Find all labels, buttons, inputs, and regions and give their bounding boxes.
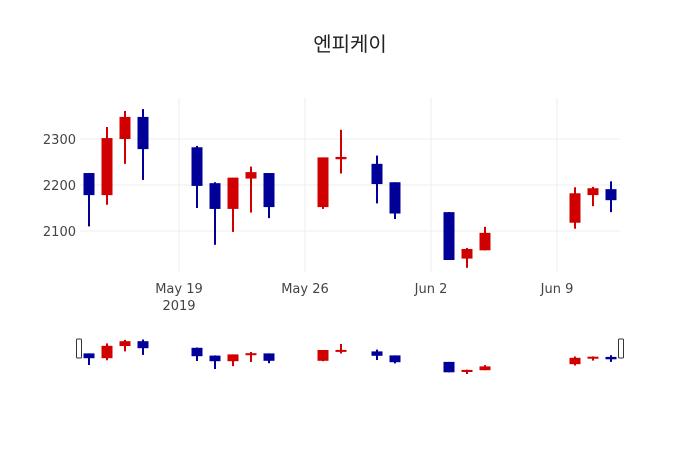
slider-candle[interactable] bbox=[479, 365, 491, 371]
x-tick-label: May 26 bbox=[281, 282, 329, 297]
candle-body bbox=[605, 189, 617, 201]
slider-candle[interactable] bbox=[245, 352, 257, 362]
slider-candle[interactable] bbox=[137, 339, 149, 355]
slider-candle[interactable] bbox=[587, 356, 599, 361]
candle[interactable] bbox=[335, 129, 347, 174]
candlestick-series[interactable] bbox=[83, 109, 617, 268]
candle-body bbox=[335, 156, 347, 160]
candle[interactable] bbox=[443, 212, 455, 260]
candle-body bbox=[227, 354, 239, 362]
candle[interactable] bbox=[479, 226, 491, 251]
x-tick-label: May 19 bbox=[155, 282, 203, 297]
candle-body bbox=[569, 357, 581, 365]
candle-body bbox=[371, 163, 383, 185]
slider-candle[interactable] bbox=[335, 344, 347, 354]
range-slider[interactable] bbox=[76, 338, 624, 374]
range-slider-right-handle[interactable] bbox=[618, 338, 624, 359]
candle-body bbox=[371, 351, 383, 356]
candle-body bbox=[263, 173, 275, 208]
y-tick-label: 2100 bbox=[43, 225, 76, 240]
candle[interactable] bbox=[605, 181, 617, 213]
candle-body bbox=[191, 147, 203, 186]
x-tick-label: Jun 9 bbox=[540, 282, 574, 297]
candle-body bbox=[209, 355, 221, 362]
candle-body bbox=[479, 366, 491, 371]
candle[interactable] bbox=[83, 173, 95, 227]
slider-candle[interactable] bbox=[227, 354, 239, 367]
slider-candle[interactable] bbox=[119, 339, 131, 352]
candle-body bbox=[605, 356, 617, 360]
candle-body bbox=[83, 353, 95, 359]
candle-body bbox=[83, 173, 95, 196]
candle[interactable] bbox=[209, 182, 221, 245]
candle-body bbox=[587, 188, 599, 196]
candle-body bbox=[335, 349, 347, 352]
candle-body bbox=[443, 361, 455, 373]
x-axis-ticks: May 19 2019 May 26 Jun 2 Jun 9 bbox=[155, 282, 573, 314]
candle-body bbox=[119, 341, 131, 346]
candle[interactable] bbox=[317, 157, 329, 209]
candle[interactable] bbox=[461, 248, 473, 268]
candle-body bbox=[443, 212, 455, 260]
slider-candle[interactable] bbox=[569, 356, 581, 366]
candle-body bbox=[569, 193, 581, 223]
candle[interactable] bbox=[263, 173, 275, 219]
x-tick-year-label: 2019 bbox=[162, 299, 195, 314]
candle[interactable] bbox=[119, 110, 131, 164]
candle-body bbox=[137, 341, 149, 349]
candle-body bbox=[263, 353, 275, 361]
range-slider-left-handle[interactable] bbox=[76, 338, 82, 359]
candle-body bbox=[389, 355, 401, 363]
slider-candle[interactable] bbox=[443, 361, 455, 373]
slider-candle[interactable] bbox=[191, 347, 203, 362]
candle-body bbox=[317, 157, 329, 208]
x-tick-label: Jun 2 bbox=[414, 282, 448, 297]
slider-candle[interactable] bbox=[605, 355, 617, 362]
candle-body bbox=[461, 369, 473, 372]
slider-candle[interactable] bbox=[263, 353, 275, 364]
candle[interactable] bbox=[389, 182, 401, 220]
candle-body bbox=[479, 232, 491, 251]
candle-body bbox=[587, 356, 599, 359]
slider-candle[interactable] bbox=[461, 369, 473, 374]
slider-candle[interactable] bbox=[389, 355, 401, 364]
chart-title: 엔피케이 bbox=[313, 32, 387, 56]
candle-body bbox=[227, 177, 239, 209]
candle-body bbox=[101, 345, 113, 359]
candle-body bbox=[461, 248, 473, 259]
candle[interactable] bbox=[137, 109, 149, 180]
slider-candle[interactable] bbox=[371, 349, 383, 360]
candle-body bbox=[191, 347, 203, 357]
slider-candle[interactable] bbox=[83, 353, 95, 365]
candle-body bbox=[317, 350, 329, 361]
y-axis-ticks: 2100 2200 2300 bbox=[43, 133, 76, 240]
candle-body bbox=[101, 138, 113, 196]
candle-body bbox=[209, 183, 221, 209]
candle[interactable] bbox=[371, 155, 383, 204]
candle-body bbox=[245, 172, 257, 179]
y-tick-label: 2200 bbox=[43, 179, 76, 194]
y-tick-label: 2300 bbox=[43, 133, 76, 148]
candle[interactable] bbox=[101, 127, 113, 205]
candle-body bbox=[137, 116, 149, 150]
slider-candle[interactable] bbox=[209, 355, 221, 369]
candle[interactable] bbox=[191, 145, 203, 208]
candle-body bbox=[389, 182, 401, 214]
slider-candle[interactable] bbox=[101, 343, 113, 361]
candle-body bbox=[245, 353, 257, 356]
candle-body bbox=[119, 116, 131, 139]
slider-candle[interactable] bbox=[317, 350, 329, 362]
candle[interactable] bbox=[245, 166, 257, 213]
candle[interactable] bbox=[587, 186, 599, 207]
candle[interactable] bbox=[227, 177, 239, 232]
candle[interactable] bbox=[569, 187, 581, 229]
gridlines bbox=[80, 98, 620, 272]
